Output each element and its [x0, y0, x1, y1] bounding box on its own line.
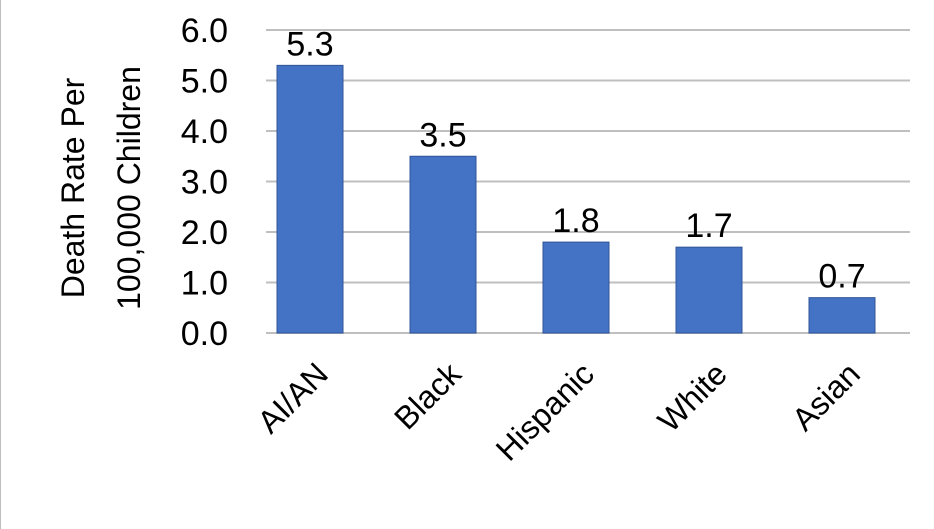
- category-label: Hispanic: [489, 355, 601, 467]
- y-tick-label: 4.0: [181, 113, 228, 151]
- y-tick-label: 5.0: [181, 63, 228, 101]
- bar-white: [675, 246, 743, 334]
- bar-hispanic: [542, 241, 610, 334]
- y-tick-label: 0.0: [181, 315, 228, 353]
- category-label: AI/AN: [250, 355, 335, 440]
- y-tick-labels: 0.0 1.0 2.0 3.0 4.0 5.0 6.0: [181, 12, 228, 353]
- y-tick-label: 3.0: [181, 164, 228, 202]
- category-label: Asian: [785, 355, 867, 437]
- y-axis-title: Death Rate Per 100,000 Children: [55, 66, 147, 310]
- gridlines: [266, 29, 910, 334]
- category-label: White: [651, 355, 734, 438]
- category-label: Black: [387, 355, 468, 436]
- bar-ai-an: [276, 64, 344, 334]
- bar-asian: [808, 297, 876, 334]
- y-tick-label: 2.0: [181, 214, 228, 252]
- y-tick-label: 6.0: [181, 12, 228, 50]
- category-labels: AI/AN Black Hispanic White Asian: [250, 355, 867, 468]
- data-label: 1.7: [685, 207, 732, 245]
- y-axis-title-line1: Death Rate Per: [55, 77, 91, 298]
- data-label: 5.3: [286, 25, 333, 63]
- data-labels: 5.3 3.5 1.8 1.7 0.7: [286, 25, 865, 295]
- data-label: 1.8: [552, 202, 599, 240]
- y-tick-label: 1.0: [181, 265, 228, 303]
- bars: [276, 64, 876, 334]
- data-label: 3.5: [419, 116, 466, 154]
- y-axis-title-line2: 100,000 Children: [111, 66, 147, 310]
- bar-black: [409, 155, 477, 334]
- data-label: 0.7: [818, 258, 865, 296]
